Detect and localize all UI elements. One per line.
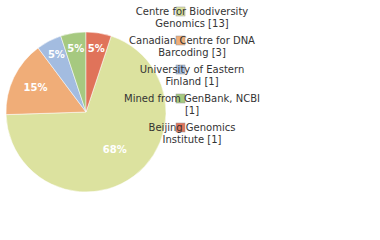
svg-text:15%: 15%: [24, 82, 48, 93]
svg-text:5%: 5%: [48, 49, 65, 60]
svg-text:Canadian Centre for DNABarcodi: Canadian Centre for DNABarcoding [3]: [129, 35, 255, 58]
svg-text:Centre for BiodiversityGenomic: Centre for BiodiversityGenomics [13]: [136, 6, 249, 29]
svg-text:Mined from GenBank, NCBI[1]: Mined from GenBank, NCBI[1]: [124, 93, 260, 116]
svg-text:68%: 68%: [103, 144, 127, 155]
svg-text:5%: 5%: [67, 43, 84, 54]
svg-text:University of EasternFinland [: University of EasternFinland [1]: [140, 64, 244, 87]
svg-text:Beijing GenomicsInstitute [1]: Beijing GenomicsInstitute [1]: [149, 122, 236, 145]
svg-text:5%: 5%: [88, 43, 105, 54]
